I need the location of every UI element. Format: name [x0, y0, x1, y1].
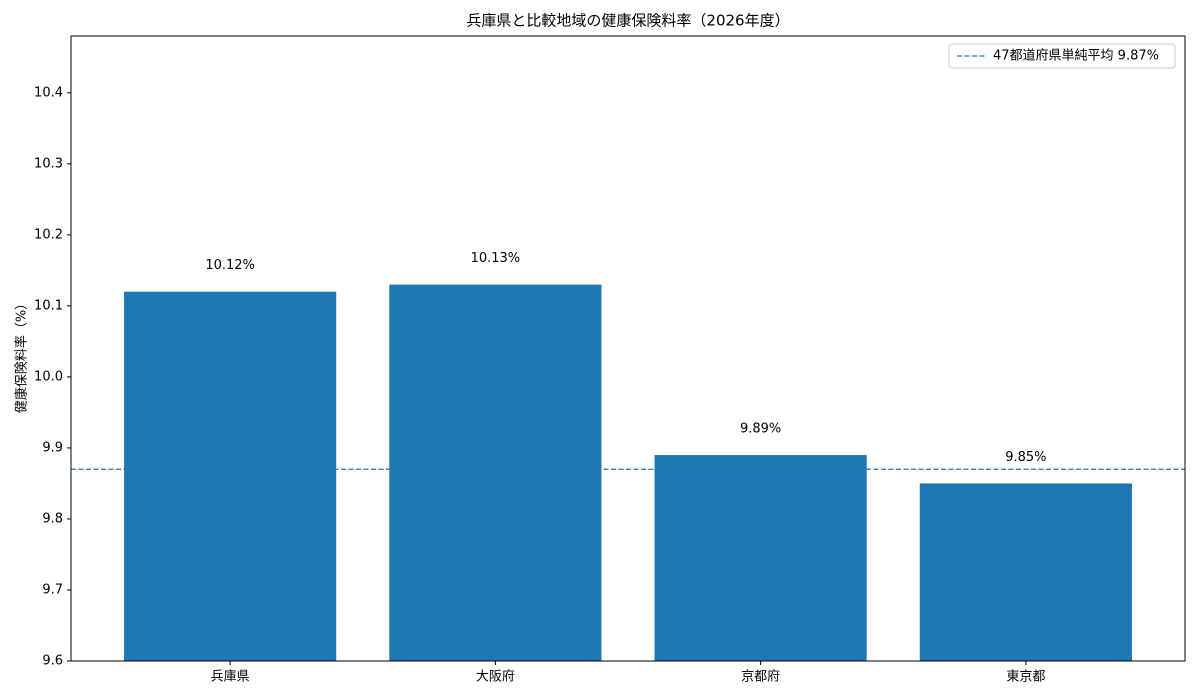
y-tick-label: 10.1	[34, 298, 63, 313]
x-tick-label: 東京都	[1006, 669, 1045, 685]
x-tick-label: 大阪府	[476, 670, 515, 685]
y-tick-label: 9.9	[42, 440, 63, 455]
y-tick-label: 10.4	[34, 85, 63, 100]
value-label: 9.89%	[740, 422, 781, 437]
y-tick-label: 9.6	[42, 654, 63, 669]
y-tick-label: 10.3	[34, 156, 63, 171]
bar	[919, 483, 1132, 661]
bar	[124, 291, 337, 661]
legend-label: 47都道府県単純平均 9.87%	[993, 48, 1159, 64]
bar	[654, 455, 867, 661]
value-label: 9.85%	[1005, 450, 1046, 465]
value-label: 10.13%	[471, 251, 521, 266]
value-label: 10.12%	[205, 258, 255, 273]
y-tick-label: 10.0	[34, 369, 63, 384]
x-tick-label: 京都府	[741, 670, 780, 685]
legend-box	[948, 43, 1176, 69]
plot-frame	[70, 35, 1186, 662]
y-axis-label: 健康保険料率（%）	[14, 297, 30, 413]
y-tick-label: 9.7	[42, 582, 63, 597]
y-tick-label: 10.2	[34, 227, 63, 242]
x-tick-label: 兵庫県	[211, 670, 250, 685]
bar	[389, 284, 602, 661]
y-tick-label: 9.8	[42, 511, 63, 526]
chart-title: 兵庫県と比較地域の健康保険料率（2026年度）	[466, 12, 789, 30]
